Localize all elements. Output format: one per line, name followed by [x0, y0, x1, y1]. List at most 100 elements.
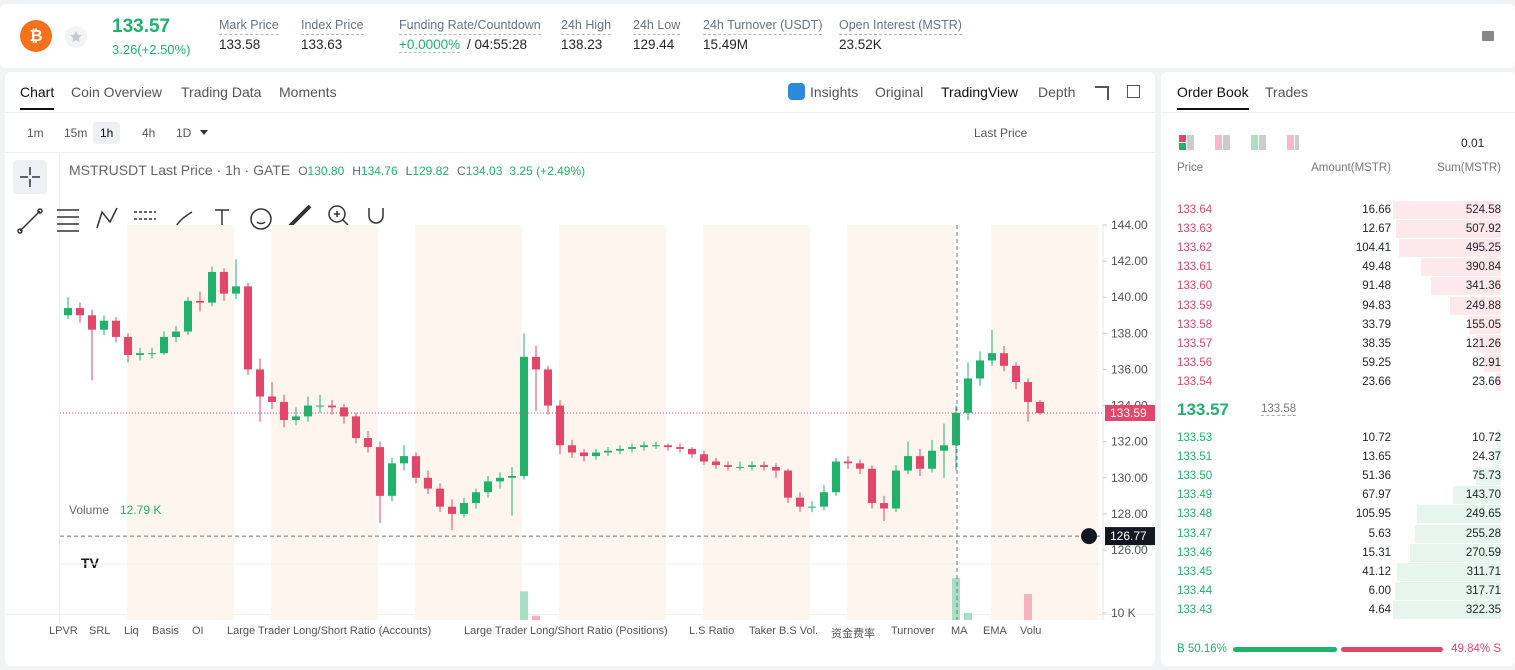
- depth-bar: [1497, 429, 1501, 447]
- chart-tab[interactable]: Chart: [20, 84, 55, 110]
- settings-icon[interactable]: [1481, 29, 1495, 43]
- interval[interactable]: 15m: [64, 126, 88, 140]
- view-tab[interactable]: Original: [875, 84, 924, 100]
- indicator[interactable]: 资金费率: [831, 628, 875, 640]
- expand-icon[interactable]: [1095, 86, 1109, 100]
- book-price[interactable]: 133.46: [1177, 546, 1213, 559]
- indicator[interactable]: MA: [951, 625, 968, 637]
- indicator[interactable]: Taker B.S Vol.: [749, 625, 819, 637]
- book-price[interactable]: 133.63: [1177, 223, 1213, 236]
- y-tick-label: 128.00: [1111, 507, 1148, 521]
- view-tab[interactable]: Insights: [810, 84, 859, 100]
- indicator[interactable]: EMA: [983, 625, 1007, 637]
- book-amount: 12.67: [1362, 223, 1391, 236]
- tool-trendline[interactable]: [13, 202, 47, 238]
- depth-bar: [1476, 334, 1501, 353]
- candle-body: [328, 405, 336, 408]
- tool-lines[interactable]: [51, 200, 85, 238]
- interval[interactable]: 1h: [93, 122, 121, 144]
- candle-body: [712, 461, 720, 466]
- book-price[interactable]: 133.51: [1177, 451, 1213, 464]
- chart-tab[interactable]: Coin Overview: [71, 84, 163, 100]
- depth-bar: [1393, 201, 1501, 219]
- chart-tab[interactable]: Moments: [279, 84, 337, 100]
- window-icon[interactable]: [1127, 85, 1140, 98]
- book-price[interactable]: 133.48: [1177, 508, 1213, 521]
- depth-bar: [1492, 448, 1501, 467]
- indicator[interactable]: Liq: [124, 625, 139, 637]
- book-tab[interactable]: Order Book: [1177, 84, 1249, 110]
- indicator[interactable]: Volu: [1020, 625, 1042, 637]
- book-price[interactable]: 133.62: [1177, 242, 1213, 255]
- book-amount: 91.48: [1362, 280, 1391, 293]
- interval[interactable]: 4h: [142, 126, 156, 140]
- indicator[interactable]: Large Trader Long/Short Ratio (Positions…: [464, 625, 668, 637]
- indicator[interactable]: Turnover: [891, 625, 935, 637]
- legend-ohlc-key: C: [457, 164, 466, 178]
- candle-body: [520, 356, 528, 476]
- book-price[interactable]: 133.59: [1177, 299, 1213, 312]
- tool-crosshair[interactable]: [13, 160, 47, 194]
- book-tab[interactable]: Trades: [1265, 84, 1309, 100]
- book-price[interactable]: 133.57: [1177, 337, 1213, 350]
- book-price[interactable]: 133.58: [1177, 318, 1213, 331]
- book-price[interactable]: 133.50: [1177, 470, 1213, 483]
- candle-body: [472, 492, 480, 504]
- view-tab[interactable]: Depth: [1038, 84, 1076, 100]
- precision[interactable]: 0.01: [1461, 136, 1485, 150]
- ticker-header: ₿ 133.57 3.26(+2.50%) Mark Price 133.58 In…: [0, 4, 1515, 68]
- book-price[interactable]: 133.56: [1177, 356, 1213, 369]
- view-tab[interactable]: TradingView: [941, 84, 1019, 100]
- book-price[interactable]: 133.53: [1177, 432, 1213, 444]
- candle-body: [676, 447, 684, 449]
- book-price[interactable]: 133.44: [1177, 584, 1213, 597]
- candle-body: [544, 369, 552, 406]
- candle-body: [232, 286, 240, 294]
- book-price[interactable]: 133.47: [1177, 527, 1213, 540]
- candle-body: [736, 466, 744, 468]
- depth-bar: [1469, 315, 1501, 334]
- price-type[interactable]: Last Price: [974, 126, 1028, 140]
- interval-dropdown[interactable]: [200, 130, 208, 139]
- book-price[interactable]: 133.49: [1177, 489, 1213, 502]
- book-layout-toggles[interactable]: [1179, 135, 1299, 151]
- indicator[interactable]: Basis: [152, 625, 179, 637]
- tool-pattern[interactable]: [90, 200, 124, 238]
- book-price[interactable]: 133.54: [1177, 375, 1213, 388]
- interval[interactable]: 1m: [27, 126, 44, 140]
- candle-body: [388, 463, 396, 496]
- stat-label: Mark Price: [219, 18, 279, 35]
- book-amount: 10.72: [1362, 432, 1391, 444]
- tool-zoom[interactable]: [321, 194, 355, 238]
- chart-tab[interactable]: Trading Data: [181, 84, 262, 100]
- session-shade: [271, 225, 378, 620]
- chart-panel: TV 126.00128.00130.00132.00134.00136.001…: [5, 72, 1155, 666]
- book-price[interactable]: 133.61: [1177, 261, 1213, 274]
- stat-value: 133.63: [301, 37, 343, 52]
- book-sum: 255.28: [1465, 527, 1501, 540]
- interval[interactable]: 1D: [176, 126, 192, 140]
- tool-ruler[interactable]: [282, 194, 316, 238]
- book-sum: 10.72: [1472, 432, 1501, 444]
- book-price[interactable]: 133.64: [1177, 204, 1213, 216]
- book-price[interactable]: 133.43: [1177, 603, 1213, 616]
- book-price[interactable]: 133.60: [1177, 280, 1213, 293]
- drawing-toolbar: [13, 160, 393, 243]
- book-sum: 311.71: [1466, 565, 1501, 578]
- indicator[interactable]: SRL: [89, 625, 111, 637]
- divider: [1161, 112, 1515, 113]
- candle-body: [760, 465, 768, 467]
- indicator[interactable]: LPVR: [49, 625, 78, 637]
- candle-body: [184, 300, 192, 332]
- indicator[interactable]: Large Trader Long/Short Ratio (Accounts): [227, 625, 432, 637]
- indicator[interactable]: L.S Ratio: [689, 625, 735, 637]
- candle-body: [964, 378, 972, 413]
- tool-emoji[interactable]: [244, 200, 278, 238]
- tool-magnet[interactable]: [359, 194, 393, 238]
- crosshair-plus: [1081, 528, 1097, 545]
- favorite-star[interactable]: [65, 26, 87, 48]
- book-sum: 143.70: [1465, 489, 1501, 502]
- candle-body: [1036, 401, 1044, 413]
- indicator[interactable]: OI: [192, 625, 204, 637]
- book-price[interactable]: 133.45: [1177, 565, 1213, 578]
